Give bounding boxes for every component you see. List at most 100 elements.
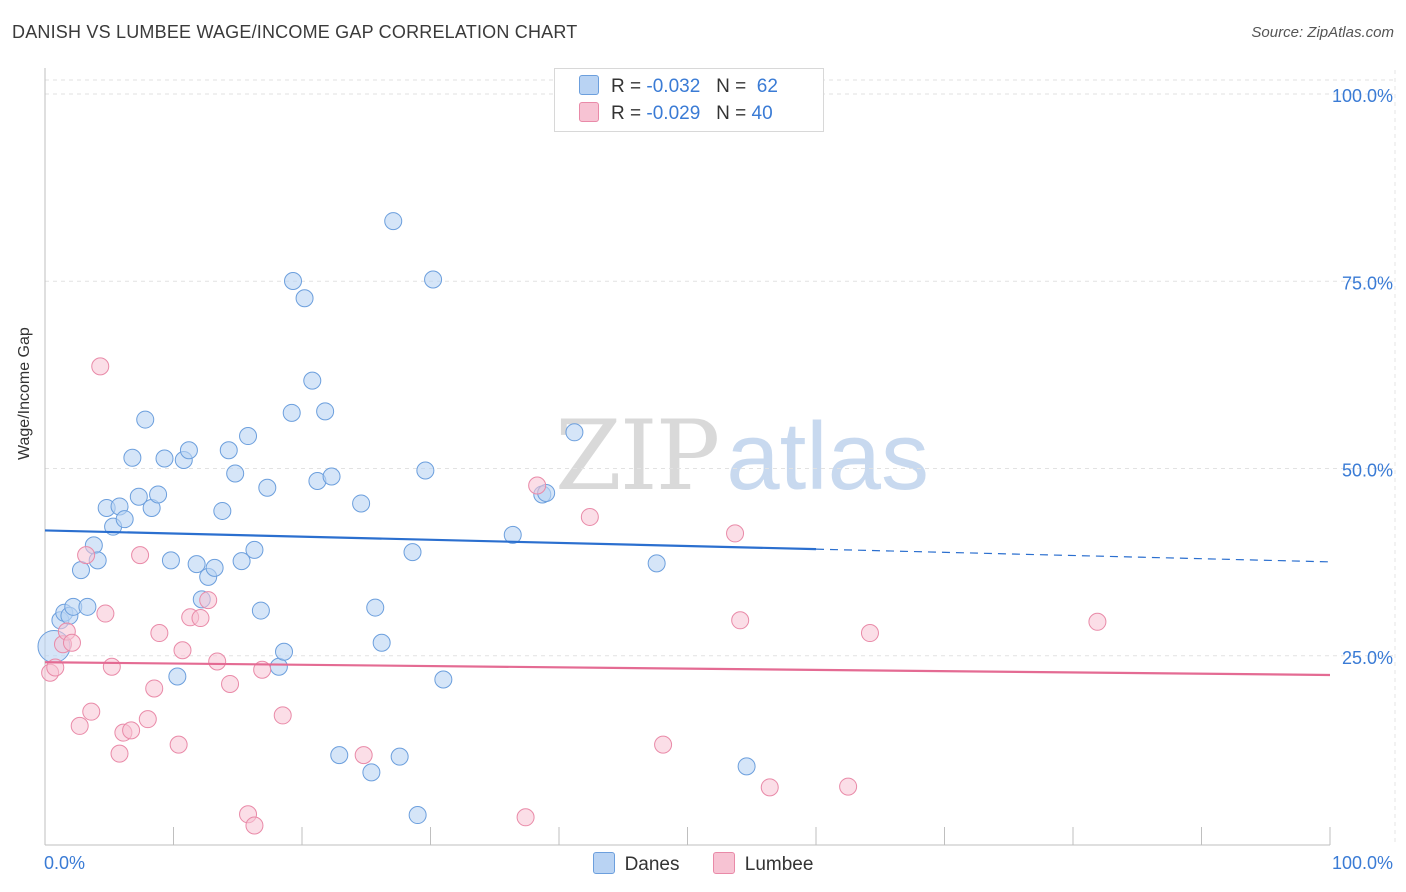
lumbee-point-14 [131, 546, 150, 565]
danes-point-12 [115, 510, 134, 529]
danes-point-36 [275, 642, 294, 661]
danes-point-45 [352, 494, 371, 513]
lumbee-n-value: 40 [751, 103, 773, 124]
danes-point-6 [78, 597, 97, 616]
danes-trend-line [44, 529, 817, 551]
danes-point-59 [565, 423, 584, 442]
lumbee-point-34 [726, 524, 745, 543]
danes-r-value: -0.032 [646, 76, 701, 97]
danes-point-31 [239, 427, 258, 446]
series-legend: Danes Lumbee [0, 852, 1406, 876]
danes-r-label: R = [611, 76, 642, 97]
lumbee-point-39 [1088, 612, 1107, 631]
legend-item-lumbee[interactable]: Lumbee [712, 852, 813, 876]
legend-row-danes: R = -0.032 N = 62 [579, 75, 778, 99]
lumbee-trend-line [44, 661, 1331, 677]
danes-point-46 [362, 763, 381, 782]
danes-point-56 [503, 525, 522, 544]
danes-point-37 [282, 403, 301, 422]
lumbee-point-15 [138, 710, 157, 729]
y-tick-label-2: 75.0% [1342, 273, 1393, 293]
source-prefix: Source: [1251, 24, 1308, 41]
danes-point-61 [737, 757, 756, 776]
danes-point-29 [226, 464, 245, 483]
lumbee-r-value: -0.029 [646, 103, 701, 124]
danes-point-5 [71, 561, 90, 580]
danes-points [37, 212, 756, 825]
lumbee-point-6 [77, 546, 96, 565]
danes-point-22 [179, 441, 198, 460]
danes-swatch [579, 75, 599, 95]
danes-n-value: 62 [756, 76, 778, 97]
danes-point-50 [390, 747, 409, 766]
lumbee-point-4 [62, 633, 81, 652]
danes-trend-extension [815, 548, 1331, 563]
lumbee-point-23 [208, 652, 227, 671]
lumbee-point-33 [654, 735, 673, 754]
gridlines [45, 70, 1396, 845]
lumbee-point-11 [110, 744, 129, 763]
watermark-atlas: atlas [726, 403, 929, 510]
danes-point-17 [149, 485, 168, 504]
danes-point-40 [303, 371, 322, 390]
legend-item-danes[interactable]: Danes [592, 852, 680, 876]
lumbee-point-28 [273, 706, 292, 725]
lumbee-point-8 [91, 357, 110, 376]
lumbee-point-7 [82, 702, 101, 721]
lumbee-legend-swatch [712, 852, 735, 874]
y-axis-label: Wage/Income Gap [16, 327, 33, 460]
trend-lines [44, 529, 1331, 677]
chart-title: DANISH VS LUMBEE WAGE/INCOME GAP CORRELA… [12, 22, 578, 42]
lumbee-point-37 [839, 777, 858, 796]
danes-point-27 [213, 501, 232, 520]
x-tick-label-0: 0.0% [44, 853, 85, 873]
lumbee-point-32 [580, 507, 599, 526]
danes-point-43 [322, 467, 341, 486]
correlation-legend: R = -0.032 N = 62 R = -0.029 N = 40 [554, 68, 824, 132]
lumbee-point-21 [191, 609, 210, 628]
danes-legend-swatch [592, 852, 615, 874]
danes-point-60 [647, 554, 666, 573]
lumbee-point-18 [169, 735, 188, 754]
zipatlas-watermark: ZIPatlas [555, 400, 929, 512]
danes-point-44 [330, 746, 349, 765]
lumbee-point-26 [245, 816, 264, 835]
danes-point-26 [205, 558, 224, 577]
lumbee-point-5 [70, 716, 89, 735]
lumbee-r-label: R = [611, 103, 642, 124]
danes-n-label: N = [716, 76, 747, 97]
danes-point-30 [232, 552, 251, 571]
lumbee-points [41, 357, 1107, 835]
danes-point-48 [372, 633, 391, 652]
y-tick-label-0: 25.0% [1342, 648, 1393, 668]
y-tick-label-1: 50.0% [1342, 461, 1393, 481]
lumbee-point-19 [173, 641, 192, 660]
danes-point-19 [161, 551, 180, 570]
danes-point-47 [366, 598, 385, 617]
lumbee-point-10 [102, 657, 121, 676]
lumbee-point-29 [354, 746, 373, 765]
danes-point-32 [245, 540, 264, 559]
danes-point-23 [187, 555, 206, 574]
lumbee-point-30 [516, 808, 535, 827]
lumbee-point-31 [528, 476, 547, 495]
axes [44, 68, 1331, 846]
lumbee-point-17 [150, 624, 169, 643]
danes-point-55 [434, 670, 453, 689]
lumbee-point-9 [96, 604, 115, 623]
danes-point-42 [316, 402, 335, 421]
danes-legend-label: Danes [624, 854, 680, 875]
lumbee-point-36 [760, 778, 779, 797]
danes-point-39 [295, 289, 314, 308]
danes-point-33 [251, 601, 270, 620]
danes-point-38 [284, 272, 303, 291]
danes-point-28 [219, 441, 238, 460]
danes-point-13 [123, 448, 142, 467]
danes-point-18 [155, 449, 174, 468]
watermark-zip: ZIP [555, 400, 720, 512]
danes-point-14 [129, 487, 148, 506]
danes-point-35 [269, 657, 288, 676]
lumbee-point-16 [145, 679, 164, 698]
danes-point-54 [424, 270, 443, 289]
